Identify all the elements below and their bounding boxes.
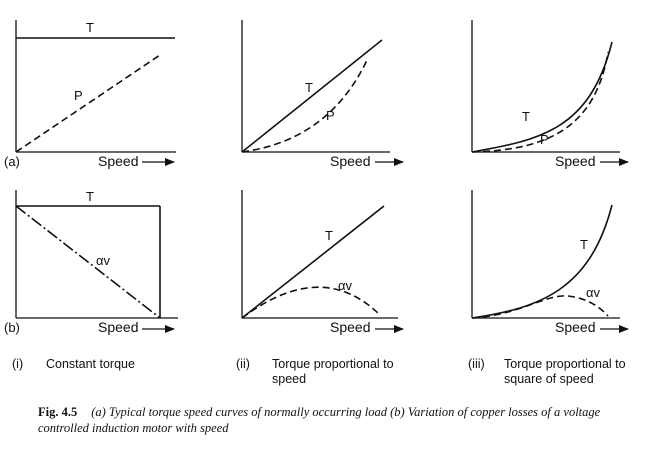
speed-label: Speed xyxy=(330,319,370,335)
power-curve xyxy=(15,54,161,153)
torque-curve xyxy=(471,41,613,153)
torque-label: T xyxy=(325,228,333,243)
power-curve xyxy=(241,57,369,153)
speed-label: Speed xyxy=(98,153,138,169)
alpha-label: αv xyxy=(338,278,353,293)
copper-loss-curve xyxy=(471,295,609,319)
torque-curve xyxy=(241,205,385,319)
column-number-ii: (ii) xyxy=(236,357,250,371)
copper-loss-curve xyxy=(15,205,161,319)
torque-label: T xyxy=(305,80,313,95)
power-label: P xyxy=(74,88,83,103)
panel-a-i: T P Speed xyxy=(15,20,176,169)
torque-curve xyxy=(241,39,383,153)
torque-label: T xyxy=(522,109,530,124)
power-curve xyxy=(471,51,609,153)
panel-b-iii: T αv Speed xyxy=(471,190,629,335)
panel-b-i: T αv Speed xyxy=(15,189,178,335)
column-title-i: Constant torque xyxy=(46,357,135,371)
column-title-ii: Torque proportional to speed xyxy=(272,357,394,386)
torque-label: T xyxy=(86,189,94,204)
panel-a-ii: T P Speed xyxy=(241,20,404,169)
panel-a-iii: T P Speed xyxy=(471,20,629,169)
column-title-iii: Torque proportional to square of speed xyxy=(504,357,626,386)
row-tag-a: (a) xyxy=(4,154,20,169)
speed-label: Speed xyxy=(330,153,370,169)
figure-number: Fig. 4.5 xyxy=(38,405,78,419)
column-number-iii: (iii) xyxy=(468,357,485,371)
figure-caption-text: (a) Typical torque speed curves of norma… xyxy=(38,405,601,435)
speed-label: Speed xyxy=(555,319,595,335)
row-tag-b: (b) xyxy=(4,320,20,335)
panel-b-ii: T αv Speed xyxy=(241,190,404,335)
alpha-label: αv xyxy=(586,285,601,300)
column-number-i: (i) xyxy=(12,357,24,371)
speed-label: Speed xyxy=(98,319,138,335)
figure-caption: Fig. 4.5 (a) Typical torque speed curves … xyxy=(38,404,648,436)
power-label: P xyxy=(540,132,549,147)
torque-label: T xyxy=(580,237,588,252)
alpha-label: αv xyxy=(96,253,111,268)
copper-loss-curve xyxy=(241,286,381,319)
power-label: P xyxy=(326,108,335,123)
torque-label: T xyxy=(86,20,94,35)
torque-curve xyxy=(471,204,613,319)
speed-label: Speed xyxy=(555,153,595,169)
